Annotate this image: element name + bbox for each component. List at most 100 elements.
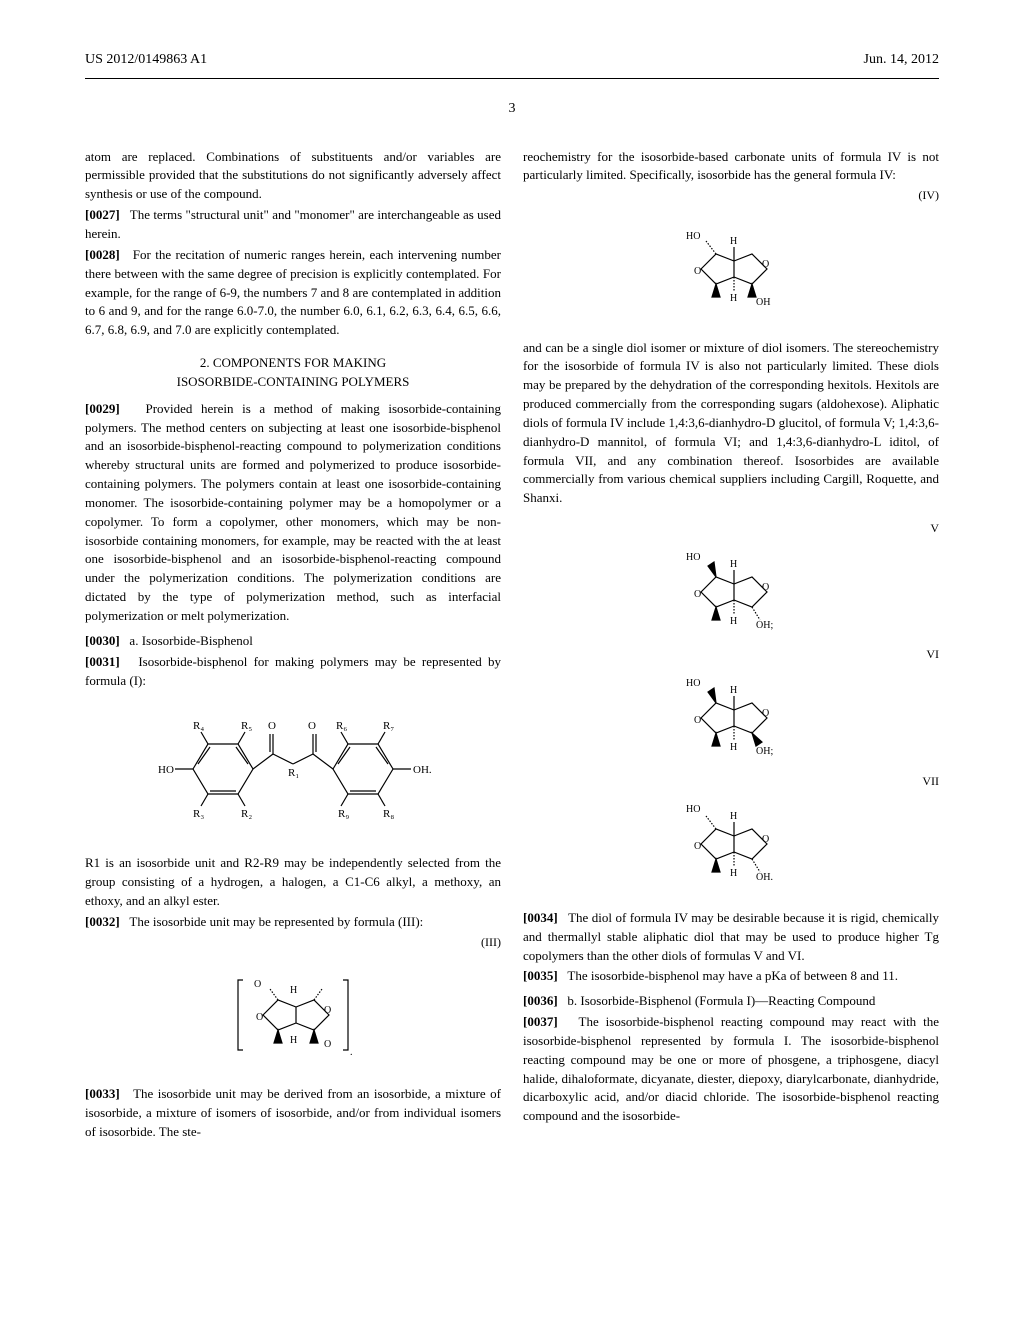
formula-III-label: (III) — [85, 934, 501, 951]
svg-text:O: O — [694, 589, 701, 600]
svg-text:O: O — [694, 841, 701, 852]
para-0034: [0034] The diol of formula IV may be des… — [523, 909, 939, 966]
para-text: For the recitation of numeric ranges her… — [85, 247, 501, 337]
svg-text:H: H — [290, 985, 297, 996]
svg-text:O: O — [762, 582, 769, 593]
formula-IV-svg: HO H O O H OH — [656, 219, 806, 319]
formula-VI-structure: HO H O O H OH; — [523, 668, 939, 769]
para-0031: [0031] Isosorbide-bisphenol for making p… — [85, 653, 501, 691]
para-0035: [0035] The isosorbide-bisphenol may have… — [523, 967, 939, 986]
svg-text:H: H — [730, 868, 737, 879]
svg-text:R₉: R₉ — [338, 808, 349, 820]
svg-text:H: H — [730, 811, 737, 822]
svg-text:H: H — [730, 559, 737, 570]
para-num: [0036] — [523, 993, 558, 1008]
svg-text:OH.: OH. — [413, 764, 432, 776]
para-text: The isosorbide-bisphenol reacting compou… — [523, 1014, 939, 1123]
para-text: The isosorbide unit may be represented b… — [129, 914, 423, 929]
svg-text:O: O — [694, 266, 701, 277]
svg-text:O: O — [308, 720, 316, 732]
publication-date: Jun. 14, 2012 — [864, 50, 939, 70]
svg-text:O: O — [762, 834, 769, 845]
svg-text:H: H — [290, 1035, 297, 1046]
formula-III-svg: O H O O H O . — [218, 965, 368, 1065]
formula-III-structure: O H O O H O . — [85, 965, 501, 1071]
para-num: [0030] — [85, 633, 120, 648]
svg-text:O: O — [762, 708, 769, 719]
formula-IV-label: (IV) — [523, 187, 939, 204]
para-0033-after: and can be a single diol isomer or mixtu… — [523, 339, 939, 509]
para-0033: [0033] The isosorbide unit may be derive… — [85, 1085, 501, 1142]
formula-I-structure: HO OH. O O R₄ R₅ R₆ R₇ R₂ R₃ R₉ R₈ R₁ — [85, 704, 501, 840]
para-num: [0027] — [85, 207, 120, 222]
para-0030: [0030] a. Isosorbide-Bisphenol — [85, 632, 501, 651]
svg-text:OH.: OH. — [756, 872, 773, 883]
para-num: [0028] — [85, 247, 120, 262]
para-num: [0033] — [85, 1086, 120, 1101]
para-num: [0032] — [85, 914, 120, 929]
svg-text:HO: HO — [686, 678, 700, 689]
svg-text:O: O — [256, 1012, 263, 1023]
publication-number: US 2012/0149863 A1 — [85, 50, 207, 70]
page-number: 3 — [85, 99, 939, 119]
para-0031-after: R1 is an isosorbide unit and R2-R9 may b… — [85, 854, 501, 911]
svg-text:R₆: R₆ — [336, 720, 347, 732]
svg-text:O: O — [324, 1005, 331, 1016]
svg-text:O: O — [694, 715, 701, 726]
para-0033-cont: reochemistry for the isosorbide-based ca… — [523, 148, 939, 186]
para-text: a. Isosorbide-Bisphenol — [129, 633, 252, 648]
svg-text:R₈: R₈ — [383, 808, 394, 820]
svg-text:.: . — [350, 1047, 353, 1058]
svg-text:R₂: R₂ — [241, 808, 252, 820]
formula-VII-label: VII — [523, 773, 939, 790]
para-0029: [0029] Provided herein is a method of ma… — [85, 400, 501, 626]
svg-text:HO: HO — [686, 804, 700, 815]
para-text: The terms "structural unit" and "monomer… — [85, 207, 501, 241]
svg-text:H: H — [730, 616, 737, 627]
svg-text:OH: OH — [756, 297, 770, 308]
formula-V-svg: HO H O O H OH; — [656, 542, 806, 637]
para-text: b. Isosorbide-Bisphenol (Formula I)—Reac… — [567, 993, 875, 1008]
section-heading: 2. COMPONENTS FOR MAKING ISOSORBIDE-CONT… — [85, 354, 501, 392]
para-text: The isosorbide unit may be derived from … — [85, 1086, 501, 1139]
para-0032: [0032] The isosorbide unit may be repres… — [85, 913, 501, 932]
para-num: [0035] — [523, 968, 558, 983]
formula-VI-svg: HO H O O H OH; — [656, 668, 806, 763]
content-columns: atom are replaced. Combinations of subst… — [85, 148, 939, 1144]
formula-I-svg: HO OH. O O R₄ R₅ R₆ R₇ R₂ R₃ R₉ R₈ R₁ — [143, 704, 443, 834]
svg-text:H: H — [730, 236, 737, 247]
formula-VI-label: VI — [523, 646, 939, 663]
formula-V-structure: HO H O O H OH; — [523, 542, 939, 643]
svg-text:R₄: R₄ — [193, 720, 204, 732]
svg-text:O: O — [324, 1039, 331, 1050]
para-num: [0034] — [523, 910, 558, 925]
svg-text:OH;: OH; — [756, 746, 773, 757]
para-0028: [0028] For the recitation of numeric ran… — [85, 246, 501, 340]
para-text: The diol of formula IV may be desirable … — [523, 910, 939, 963]
para-text: Isosorbide-bisphenol for making polymers… — [85, 654, 501, 688]
svg-text:R₃: R₃ — [193, 808, 204, 820]
svg-text:R₅: R₅ — [241, 720, 252, 732]
para-0027: [0027] The terms "structural unit" and "… — [85, 206, 501, 244]
heading-line2: ISOSORBIDE-CONTAINING POLYMERS — [85, 373, 501, 392]
svg-text:O: O — [254, 979, 261, 990]
left-column: atom are replaced. Combinations of subst… — [85, 148, 501, 1144]
header-rule — [85, 78, 939, 79]
right-column: reochemistry for the isosorbide-based ca… — [523, 148, 939, 1144]
para-num: [0029] — [85, 401, 120, 416]
svg-text:O: O — [268, 720, 276, 732]
svg-text:OH;: OH; — [756, 620, 773, 631]
svg-text:O: O — [762, 259, 769, 270]
svg-text:H: H — [730, 293, 737, 304]
heading-line1: 2. COMPONENTS FOR MAKING — [85, 354, 501, 373]
page-header: US 2012/0149863 A1 Jun. 14, 2012 — [85, 50, 939, 70]
svg-text:R₁: R₁ — [288, 767, 299, 779]
para-0037: [0037] The isosorbide-bisphenol reacting… — [523, 1013, 939, 1126]
para-num: [0031] — [85, 654, 120, 669]
svg-text:H: H — [730, 685, 737, 696]
formula-VII-structure: HO H O O H OH. — [523, 794, 939, 895]
para-cont: atom are replaced. Combinations of subst… — [85, 148, 501, 205]
formula-VII-svg: HO H O O H OH. — [656, 794, 806, 889]
para-text: The isosorbide-bisphenol may have a pKa … — [567, 968, 898, 983]
formula-IV-structure: HO H O O H OH — [523, 219, 939, 325]
